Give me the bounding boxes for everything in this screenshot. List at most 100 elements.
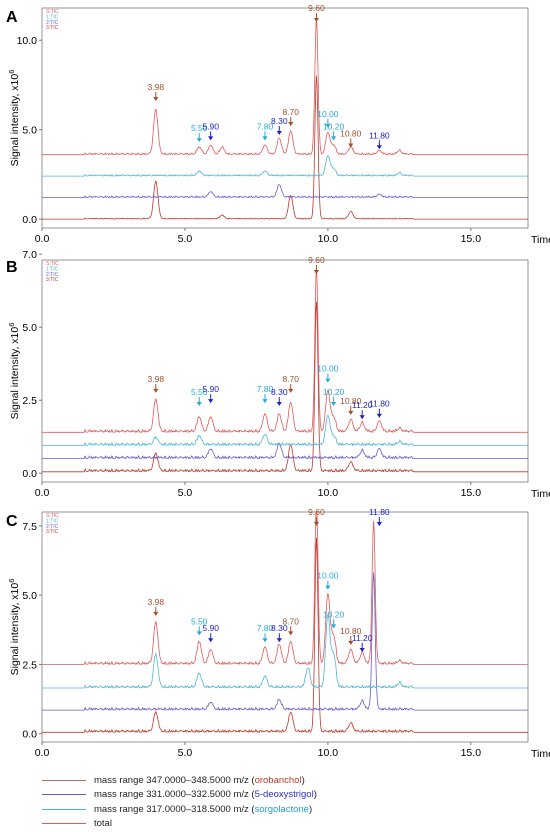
peak-label: 7.80 <box>257 623 274 633</box>
y-tick-label: 0.0 <box>22 468 37 480</box>
peak-marker-arrow <box>262 136 268 141</box>
y-axis-label: Signal intensity, x106 <box>7 323 21 420</box>
peak-label: 10.20 <box>323 387 345 397</box>
legend-swatch-total <box>42 823 86 825</box>
plot-frame <box>41 511 529 743</box>
peak-marker-arrow <box>376 522 382 526</box>
peak-marker-arrow <box>208 399 214 404</box>
trace-orobanchol <box>42 537 528 733</box>
y-tick-label: 5.0 <box>22 125 37 137</box>
peak-marker-arrow <box>262 638 268 643</box>
peak-marker-arrow <box>313 522 320 526</box>
peak-label: 5.90 <box>202 121 219 131</box>
trace-sorgolactone <box>42 155 528 177</box>
peak-label: 10.80 <box>340 396 362 406</box>
y-tick-label: 0.0 <box>22 729 37 741</box>
peak-marker-arrow <box>276 638 282 643</box>
peak-marker-arrow <box>359 647 365 652</box>
peak-label: 8.30 <box>271 623 288 633</box>
trace-total <box>42 267 528 433</box>
legend-swatch-sorgolactone <box>42 808 86 810</box>
peak-label: 7.80 <box>257 121 274 131</box>
peak-label: 5.50 <box>191 616 208 626</box>
trace-deoxystrigol <box>42 184 528 198</box>
peak-label: 8.70 <box>282 374 299 384</box>
y-tick-label: 7.0 <box>22 249 37 261</box>
trace-tag: 2:TIC <box>46 20 59 26</box>
x-tick-label: 10.0 <box>318 233 339 245</box>
legend-label-suffix: ) <box>301 774 305 786</box>
trace-tag: S:TIC <box>46 261 59 267</box>
x-tick-label: 5.0 <box>178 487 193 499</box>
peak-marker-arrow <box>325 378 331 383</box>
peak-label: 7.80 <box>257 384 274 394</box>
trace-tag: 3:TIC <box>46 277 59 283</box>
peak-label: 5.50 <box>191 387 208 397</box>
peak-marker-arrow <box>153 97 159 102</box>
peak-label: 5.90 <box>202 384 219 394</box>
peak-marker-arrow <box>325 123 331 128</box>
trace-sorgolactone <box>42 613 528 689</box>
trace-tag: 3:TIC <box>46 25 59 31</box>
plot-frame <box>41 7 529 229</box>
peak-label: 10.00 <box>317 571 339 581</box>
plot-frame <box>41 259 529 483</box>
peak-marker-arrow <box>376 145 382 150</box>
trace-orobanchol <box>42 75 528 220</box>
legend-label-prefix: mass range 347.0000–348.5000 m/z ( <box>94 774 255 786</box>
trace-total <box>42 511 528 665</box>
trace-tag: 1:TIC <box>46 518 59 524</box>
legend-label-prefix: total <box>94 818 112 830</box>
legend: mass range 347.0000–348.5000 m/z (oroban… <box>42 773 402 831</box>
trace-tag: S:TIC <box>46 9 59 15</box>
peak-marker-arrow <box>288 388 294 393</box>
trace-sorgolactone <box>42 414 528 446</box>
y-axis-label-exponent: 6 <box>7 579 16 583</box>
peak-label: 9.60 <box>308 3 325 13</box>
peak-marker-arrow <box>348 143 354 148</box>
y-tick-label: 10.0 <box>17 35 38 47</box>
trace-tag: 1:TIC <box>46 266 59 272</box>
x-axis-label: Time <box>531 234 550 246</box>
x-tick-label: 15.0 <box>461 233 482 245</box>
x-tick-label: 10.0 <box>318 487 339 499</box>
trace-tag: 1:TIC <box>46 14 59 20</box>
x-tick-label: 10.0 <box>318 747 339 759</box>
trace-deoxystrigol <box>42 572 528 711</box>
peak-label: 8.30 <box>271 387 288 397</box>
peak-label: 9.60 <box>308 507 325 517</box>
y-tick-label: 2.5 <box>22 395 37 407</box>
peak-label: 8.70 <box>282 107 299 117</box>
peak-marker-arrow <box>288 631 294 636</box>
y-tick-label: 0.0 <box>22 214 37 226</box>
trace-deoxystrigol <box>42 442 528 459</box>
peak-marker-arrow <box>196 138 202 143</box>
y-axis-label-exponent: 6 <box>7 323 16 327</box>
peak-label: 3.98 <box>148 597 165 607</box>
peak-marker-arrow <box>276 130 282 135</box>
legend-label-prefix: mass range 317.0000–318.5000 m/z ( <box>94 803 255 815</box>
peak-marker-arrow <box>325 585 331 590</box>
legend-swatch-5-deoxystrigol <box>42 794 86 796</box>
peak-label: 8.70 <box>282 616 299 626</box>
peak-marker-arrow <box>359 415 365 420</box>
peak-marker-arrow <box>348 641 354 646</box>
trace-orobanchol <box>42 301 528 473</box>
peak-marker-arrow <box>313 18 320 22</box>
peak-label: 5.90 <box>202 623 219 633</box>
peak-label: 11.20 <box>352 633 373 643</box>
legend-label-compound: sorgolactone <box>254 803 309 815</box>
x-tick-label: 5.0 <box>178 233 193 245</box>
legend-item-orobanchol: mass range 347.0000–348.5000 m/z (oroban… <box>42 773 402 788</box>
peak-label: 11.80 <box>369 130 390 140</box>
peak-marker-arrow <box>276 402 282 407</box>
trace-total <box>42 18 528 156</box>
peak-label: 10.00 <box>317 109 339 119</box>
legend-label-prefix: mass range 331.0000–332.5000 m/z ( <box>94 789 255 801</box>
x-tick-label: 0.0 <box>35 747 50 759</box>
y-tick-label: 5.0 <box>22 590 37 602</box>
legend-label-suffix: ) <box>308 803 313 815</box>
y-axis-label: Signal intensity, x106 <box>7 70 21 167</box>
legend-label-compound: 5-deoxystrigol <box>254 789 314 801</box>
legend-swatch-orobanchol <box>42 779 86 781</box>
